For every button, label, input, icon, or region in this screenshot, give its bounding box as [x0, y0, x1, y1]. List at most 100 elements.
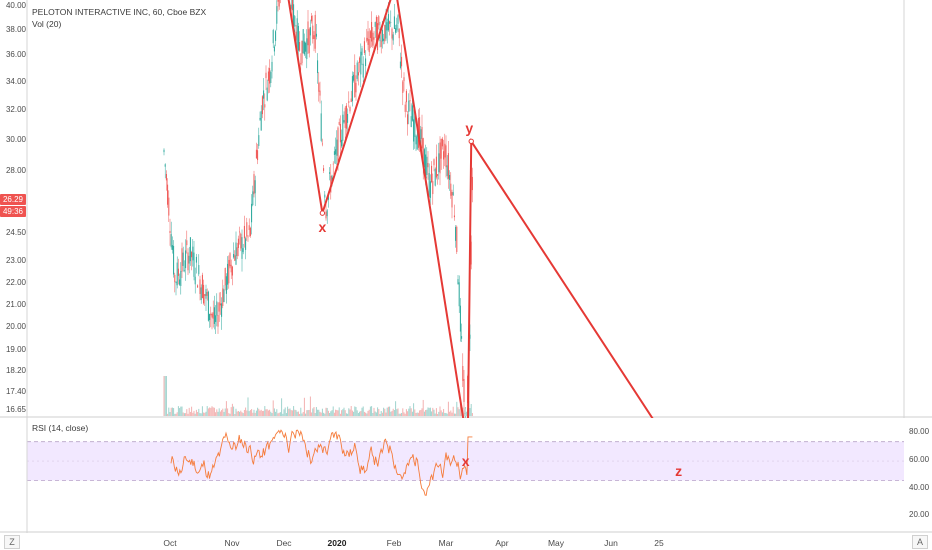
candle-body — [320, 113, 322, 141]
candle-body — [188, 255, 190, 264]
volume-bar — [306, 410, 308, 416]
candle — [247, 235, 249, 242]
candle-body — [317, 60, 319, 74]
candle-body — [197, 285, 199, 288]
candle-body — [319, 90, 321, 96]
candles — [163, 0, 473, 418]
volume-bar — [171, 407, 173, 416]
volume-bar — [192, 412, 194, 416]
candle — [240, 232, 242, 252]
candle — [217, 302, 219, 334]
candle-body — [456, 226, 458, 252]
volume-bar — [395, 401, 397, 416]
volume-bar — [397, 408, 399, 416]
volume-bar — [379, 413, 381, 416]
candle — [216, 293, 218, 327]
candle-body — [338, 121, 340, 125]
candle — [191, 250, 193, 271]
candle-body — [390, 22, 392, 23]
candle-body — [186, 240, 188, 246]
candle — [241, 229, 243, 272]
volume-bar — [443, 408, 445, 416]
candle — [356, 60, 358, 82]
volume-bar — [401, 412, 403, 416]
candle — [278, 0, 280, 10]
volume-bar — [354, 406, 356, 416]
candle-body — [399, 61, 401, 68]
volume-bar — [177, 406, 179, 416]
time-tick-label: 2020 — [327, 538, 347, 548]
volume-bar — [391, 410, 393, 416]
candle-body — [459, 305, 461, 332]
candle — [182, 246, 184, 272]
candle-body — [217, 314, 219, 327]
candle-body — [206, 291, 208, 296]
rsi-chart[interactable] — [0, 418, 932, 533]
candle-body — [353, 74, 355, 81]
candle-body — [228, 259, 230, 284]
candle-body — [225, 276, 227, 294]
candle-body — [275, 31, 277, 41]
candle — [179, 273, 181, 286]
candle-body — [169, 230, 171, 233]
auto-scale-button[interactable]: A — [912, 535, 928, 549]
candle-body — [267, 71, 269, 81]
candle-body — [230, 264, 232, 273]
volume-bar — [260, 409, 262, 416]
candle-body — [366, 37, 368, 41]
candle — [389, 20, 391, 36]
candle-body — [199, 279, 201, 294]
volume-bar — [269, 409, 271, 416]
symbol-title[interactable]: PELOTON INTERACTIVE INC, 60, Cboe BZX — [32, 7, 207, 17]
candle — [323, 165, 325, 174]
bar-countdown-badge: 49:36 — [0, 206, 26, 217]
price-chart[interactable] — [0, 0, 932, 418]
candle — [163, 148, 165, 156]
candle — [306, 29, 308, 69]
candle-body — [453, 215, 455, 218]
volume-bar — [173, 408, 175, 416]
candle-body — [299, 42, 301, 51]
volume-indicator-label[interactable]: Vol (20) — [32, 19, 62, 29]
volume-bar — [456, 401, 458, 416]
candle — [167, 178, 169, 208]
rsi-pane[interactable] — [0, 418, 932, 533]
candle — [246, 217, 248, 241]
candle — [363, 37, 365, 56]
candle — [192, 239, 194, 267]
volume-bar — [303, 397, 305, 416]
candle-body — [182, 252, 184, 266]
candle — [302, 28, 304, 54]
volume-bar — [246, 410, 248, 416]
volume-bar — [419, 410, 421, 416]
volume-bar — [426, 409, 428, 416]
candle-body — [193, 252, 195, 277]
volume-bar — [377, 407, 379, 416]
candle-body — [296, 18, 298, 54]
volume-bar — [347, 413, 349, 416]
price-pane[interactable] — [0, 0, 932, 418]
candle — [365, 50, 367, 76]
volume-bar — [241, 412, 243, 416]
candle-body — [204, 294, 206, 297]
volume-bar — [182, 412, 184, 416]
volume-bar — [438, 411, 440, 416]
volume-bar — [198, 408, 200, 416]
time-tick-label: May — [547, 538, 565, 548]
candle — [259, 111, 261, 122]
candle-body — [266, 87, 268, 101]
volume-bar — [396, 409, 398, 416]
volume-bar — [324, 413, 326, 416]
candle — [206, 288, 208, 301]
candle-body — [252, 191, 254, 206]
volume-bar — [407, 411, 409, 416]
volume-bar — [253, 409, 255, 416]
candle-body — [367, 31, 369, 45]
rsi-indicator-label[interactable]: RSI (14, close) — [32, 423, 89, 433]
candle-body — [416, 135, 418, 150]
zoom-button[interactable]: Z — [4, 535, 20, 549]
candle — [183, 260, 185, 273]
candle-body — [211, 313, 213, 318]
candle-body — [271, 61, 273, 72]
candle-body — [293, 4, 295, 27]
